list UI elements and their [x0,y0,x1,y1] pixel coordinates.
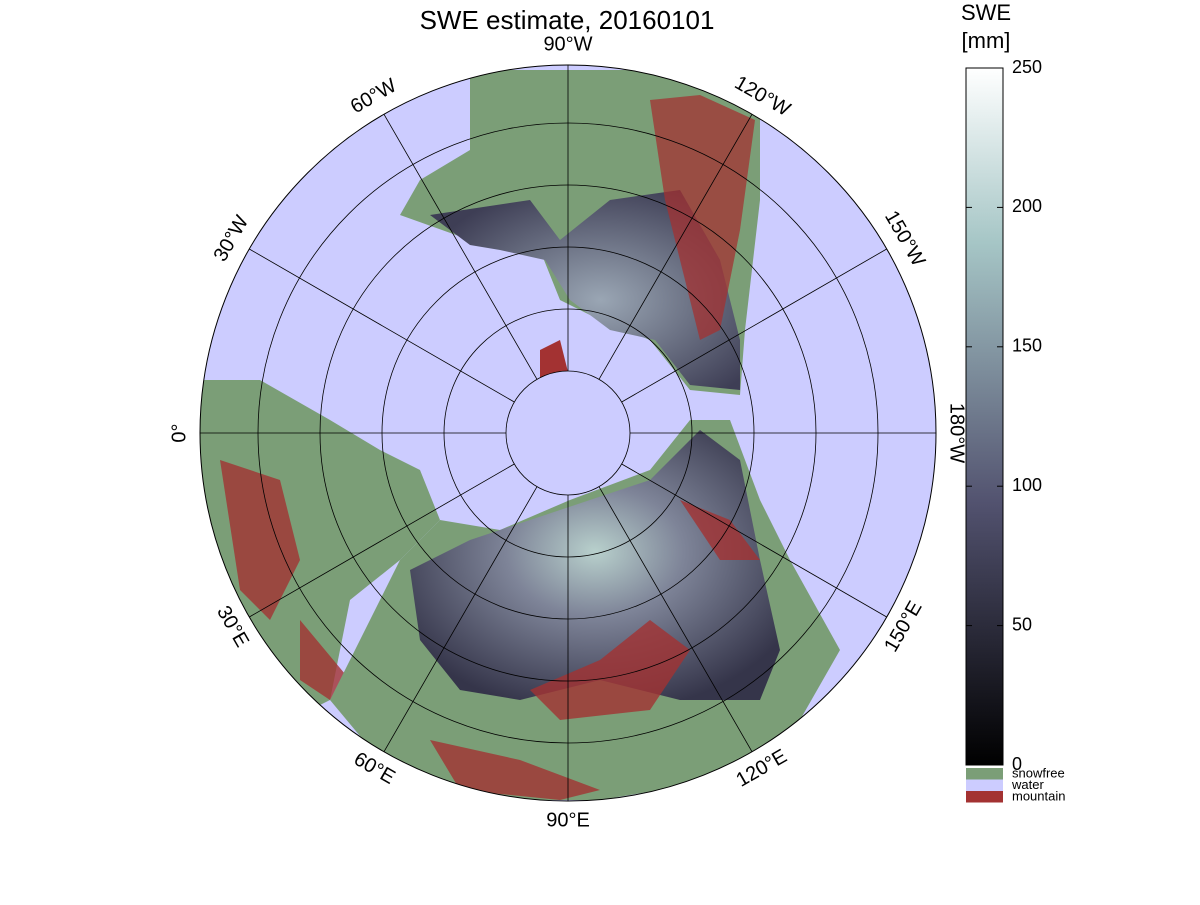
category-label: snowfree [1012,765,1065,780]
meridian [249,248,515,403]
meridian [383,486,538,752]
category-label: mountain [1012,788,1065,803]
meridian [249,463,515,618]
meridian [598,486,753,752]
colorbar-tick-label: 0 [1012,754,1022,774]
snow-asia [410,430,780,700]
mountain-europe [220,460,350,700]
colorbar-unit: [mm] [962,28,1011,53]
meridian [621,463,887,618]
map-frame [199,64,937,802]
snow-north-america [430,190,740,390]
longitude-label: 180°W [946,403,968,463]
meridian [598,114,753,380]
colorbar-tick-label: 50 [1012,614,1032,634]
colorbar-tick-label: 200 [1012,196,1042,216]
mountain-rockies [650,95,755,340]
longitude-label: 90°W [543,33,592,55]
polar-cap [506,371,630,495]
colorbar-tick-label: 100 [1012,475,1042,495]
category-label: water [1011,777,1044,792]
graticule [200,65,936,801]
longitude-label: 0° [168,423,190,442]
meridian [383,114,538,380]
longitude-label: 90°E [546,809,590,831]
colorbar-label: SWE [961,0,1011,25]
colorbar-tick-label: 150 [1012,336,1042,356]
colorbar-gradient [965,67,1004,766]
colorbar-tick-label: 250 [1012,57,1042,77]
map-area [200,65,936,801]
category-swatch [966,779,1003,791]
map-title: SWE estimate, 20160101 [420,5,715,35]
category-swatch [966,768,1003,780]
meridian [621,248,887,403]
category-swatch [966,791,1003,803]
colorbar: SWE [mm] 0 50 100 150 200 250 snowfreewatermou… [961,0,1066,803]
